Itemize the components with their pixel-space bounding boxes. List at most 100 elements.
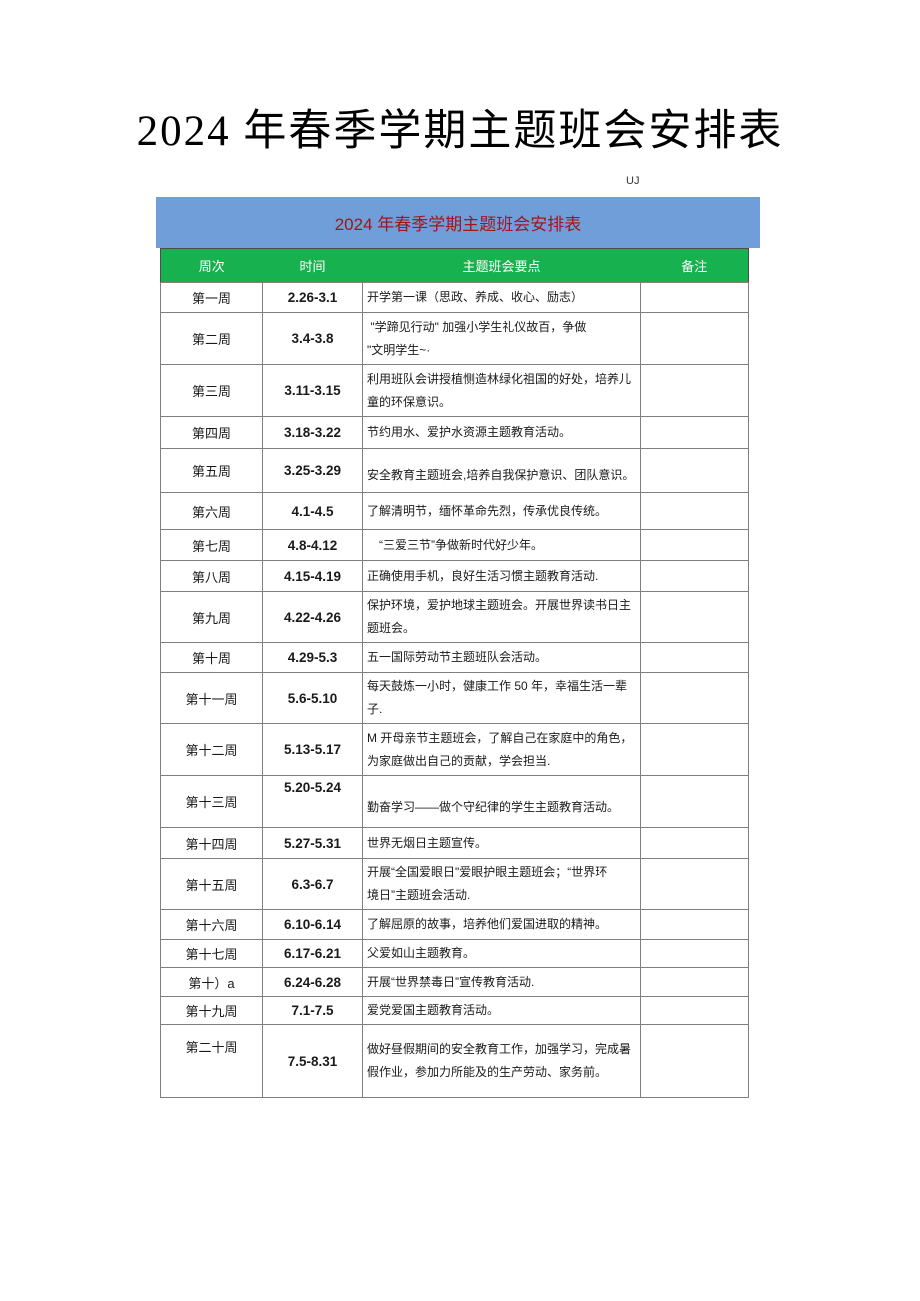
note-cell: [640, 282, 749, 313]
date-cell: 4.22-4.26: [262, 591, 363, 643]
header-cell: 主题班会要点: [362, 248, 641, 283]
watermark-text: UJ: [626, 175, 640, 187]
table-row: 第二周 3.4-3.8 "学蹄见行动" 加强小学生礼仪故百，争做 "文明学生~·: [160, 312, 749, 365]
date-cell: 4.15-4.19: [262, 560, 363, 592]
table-row: 第十六周 6.10-6.14 了解屈原的故事，培养他们爱国进取的精神。: [160, 909, 749, 940]
week-cell: 第十九周: [160, 996, 263, 1025]
table-row: 第五周 3.25-3.29 安全教育主题班会,培养自我保护意识、团队意识。: [160, 448, 749, 493]
topic-cell: M 开母亲节主题班会，了解自己在家庭中的角色， 为家庭做出自己的贡献，学会担当.: [362, 723, 641, 776]
note-cell: [640, 1024, 749, 1098]
header-cell: 周次: [160, 248, 263, 283]
week-cell: 第五周: [160, 448, 263, 493]
date-cell: 6.17-6.21: [262, 939, 363, 968]
topic-cell: 做好昼假期间的安全教育工作，加强学习，完成暑 假作业，参加力所能及的生产劳动、家…: [362, 1024, 641, 1098]
table-row: 第十三周 5.20-5.24 勤奋学习——做个守纪律的学生主题教育活动。: [160, 775, 749, 828]
date-cell: 5.27-5.31: [262, 827, 363, 859]
topic-cell: 五一国际劳动节主题班队会活动。: [362, 642, 641, 673]
note-cell: [640, 939, 749, 968]
date-cell: 2.26-3.1: [262, 282, 363, 313]
note-cell: [640, 723, 749, 776]
note-cell: [640, 996, 749, 1025]
table-row: 第九周 4.22-4.26 保护环境，爱护地球主题班会。开展世界读书日主 题班会。: [160, 591, 749, 643]
note-cell: [640, 672, 749, 724]
table-row: 第十二周 5.13-5.17 M 开母亲节主题班会，了解自己在家庭中的角色， 为家庭…: [160, 723, 749, 776]
date-cell: 4.8-4.12: [262, 529, 363, 561]
table-row: 第二十周 7.5-8.31 做好昼假期间的安全教育工作，加强学习，完成暑 假作业，参…: [160, 1024, 749, 1098]
week-cell: 第九周: [160, 591, 263, 643]
note-cell: [640, 967, 749, 997]
date-cell: 3.4-3.8: [262, 312, 363, 365]
banner-title: 2024 年春季学期主题班会安排表: [334, 215, 582, 234]
note-cell: [640, 448, 749, 493]
schedule-table-body: 第一周 2.26-3.1 开学第一课（思政、养成、收心、励志） 第二周 3.4-3.8 …: [160, 282, 749, 1098]
table-banner: 2024 年春季学期主题班会安排表: [156, 197, 760, 248]
topic-cell: 每天鼓炼一小时，健康工作 50 年，幸福生活一辈 子.: [362, 672, 641, 724]
note-cell: [640, 560, 749, 592]
topic-cell: 正确使用手机，良好生活习惯主题教育活动.: [362, 560, 641, 592]
topic-cell: 开展“世界禁毒日”宣传教育活动.: [362, 967, 641, 997]
topic-cell: 开学第一课（思政、养成、收心、励志）: [362, 282, 641, 313]
table-row: 第六周 4.1-4.5 了解清明节，缅怀革命先烈，传承优良传统。: [160, 492, 749, 530]
week-cell: 第十二周: [160, 723, 263, 776]
schedule-table: 周次 时间 主题班会要点 备注 第一周 2.26-3.1 开学第一课（思政、养成、收心、励…: [160, 248, 749, 1098]
week-cell: 第十周: [160, 642, 263, 673]
week-cell: 第十四周: [160, 827, 263, 859]
topic-cell: 勤奋学习——做个守纪律的学生主题教育活动。: [362, 775, 641, 828]
date-cell: 3.25-3.29: [262, 448, 363, 493]
topic-cell: “三爱三节”争做新时代好少年。: [362, 529, 641, 561]
date-cell: 3.11-3.15: [262, 364, 363, 417]
topic-cell: 世界无烟日主题宣传。: [362, 827, 641, 859]
topic-cell: 了解屈原的故事，培养他们爱国进取的精神。: [362, 909, 641, 940]
date-cell: 3.18-3.22: [262, 416, 363, 449]
note-cell: [640, 858, 749, 910]
table-row: 第四周 3.18-3.22 节约用水、爱护水资源主题教育活动。: [160, 416, 749, 449]
note-cell: [640, 364, 749, 417]
table-row: 第十四周 5.27-5.31 世界无烟日主题宣传。: [160, 827, 749, 859]
header-cell: 备注: [640, 248, 749, 283]
topic-cell: 父爱如山主题教育。: [362, 939, 641, 968]
date-cell: 6.3-6.7: [262, 858, 363, 910]
table-row: 第十九周 7.1-7.5 爱党爱国主题教育活动。: [160, 996, 749, 1025]
note-cell: [640, 591, 749, 643]
header-row: 周次 时间 主题班会要点 备注: [160, 248, 749, 283]
week-cell: 第八周: [160, 560, 263, 592]
topic-cell: "学蹄见行动" 加强小学生礼仪故百，争做 "文明学生~·: [362, 312, 641, 365]
note-cell: [640, 642, 749, 673]
week-cell: 第十七周: [160, 939, 263, 968]
topic-cell: 爱党爱国主题教育活动。: [362, 996, 641, 1025]
table-row: 第十一周 5.6-5.10 每天鼓炼一小时，健康工作 50 年，幸福生活一辈 子.: [160, 672, 749, 724]
date-cell: 5.6-5.10: [262, 672, 363, 724]
week-cell: 第四周: [160, 416, 263, 449]
week-cell: 第一周: [160, 282, 263, 313]
topic-cell: 利用班队会讲授植恻造林绿化祖国的好处，培养儿 童的环保意识。: [362, 364, 641, 417]
table-row: 第十七周 6.17-6.21 父爱如山主题教育。: [160, 939, 749, 968]
table-row: 第十）a 6.24-6.28 开展“世界禁毒日”宣传教育活动.: [160, 967, 749, 997]
note-cell: [640, 775, 749, 828]
topic-cell: 保护环境，爱护地球主题班会。开展世界读书日主 题班会。: [362, 591, 641, 643]
topic-cell: 安全教育主题班会,培养自我保护意识、团队意识。: [362, 448, 641, 493]
week-cell: 第十五周: [160, 858, 263, 910]
table-row: 第十周 4.29-5.3 五一国际劳动节主题班队会活动。: [160, 642, 749, 673]
header-cell: 时间: [262, 248, 363, 283]
week-cell: 第十三周: [160, 775, 263, 828]
note-cell: [640, 312, 749, 365]
week-cell: 第十六周: [160, 909, 263, 940]
table-row: 第三周 3.11-3.15 利用班队会讲授植恻造林绿化祖国的好处，培养儿 童的环保意…: [160, 364, 749, 417]
date-cell: 4.29-5.3: [262, 642, 363, 673]
week-cell: 第二十周: [160, 1024, 263, 1098]
topic-cell: 节约用水、爱护水资源主题教育活动。: [362, 416, 641, 449]
week-cell: 第十一周: [160, 672, 263, 724]
topic-cell: 了解清明节，缅怀革命先烈，传承优良传统。: [362, 492, 641, 530]
topic-cell: 开展“全国爱眼日"爱眼护眼主题班会；“世界环 境日”主题班会活动.: [362, 858, 641, 910]
note-cell: [640, 827, 749, 859]
date-cell: 7.5-8.31: [262, 1024, 363, 1098]
date-cell: 5.13-5.17: [262, 723, 363, 776]
date-cell: 4.1-4.5: [262, 492, 363, 530]
table-row: 第十五周 6.3-6.7 开展“全国爱眼日"爱眼护眼主题班会；“世界环 境日”主题班…: [160, 858, 749, 910]
note-cell: [640, 416, 749, 449]
date-cell: 7.1-7.5: [262, 996, 363, 1025]
table-row: 第八周 4.15-4.19 正确使用手机，良好生活习惯主题教育活动.: [160, 560, 749, 592]
note-cell: [640, 909, 749, 940]
note-cell: [640, 492, 749, 530]
